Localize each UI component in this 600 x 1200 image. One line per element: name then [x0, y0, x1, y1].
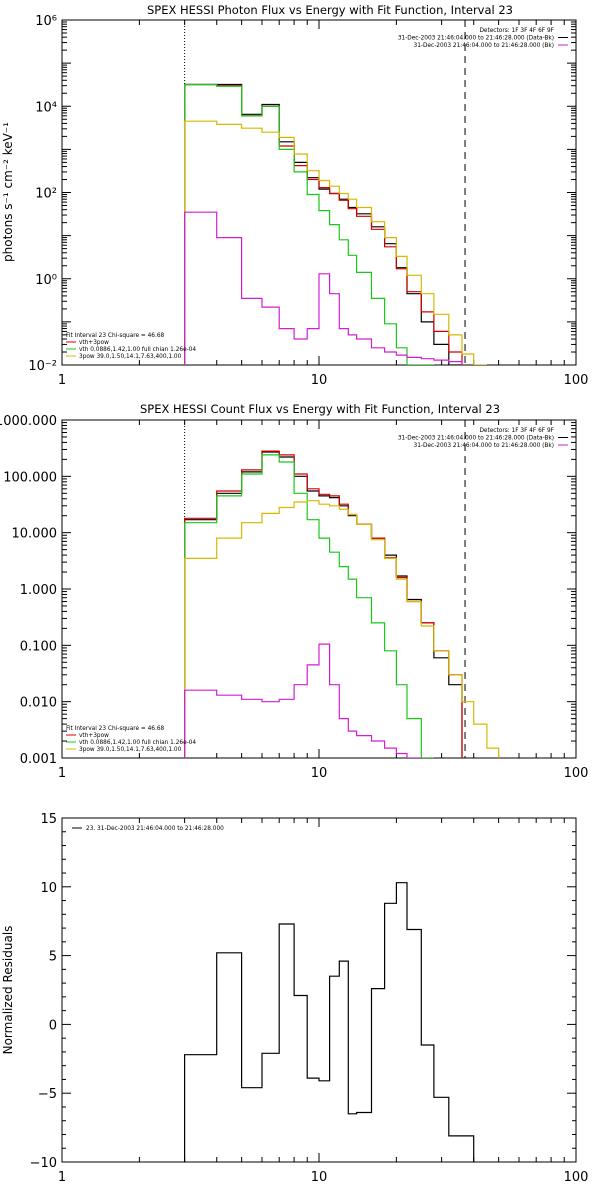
residuals-plot-frame [61, 817, 577, 1163]
panel-count-flux: SPEX HESSI Count Flux vs Energy with Fit… [0, 402, 588, 781]
photon-flux-series-2 [184, 83, 434, 365]
residuals-x-tick-label: 100 [564, 1170, 589, 1185]
count-flux-y-tick-label: 10.000 [12, 527, 58, 542]
count-flux-y-tick-label: 1.000 [20, 583, 57, 598]
residuals-series-0 [184, 882, 475, 1162]
count-flux-plot-frame [61, 419, 577, 759]
count-flux-fit-legend-entry: 3pow 39.0,1.50,14.1,7.63,400,1.00 [79, 747, 182, 753]
photon-flux-x-tick-label: 100 [564, 373, 589, 388]
photon-flux-plot-area: 1 10 100 10⁻² 10⁰ 10² 10⁴ 10⁶ Detectors: 1F 3F 4… [28, 14, 588, 388]
count-flux-series-4 [184, 643, 422, 758]
photon-flux-title: SPEX HESSI Photon Flux vs Energy with Fi… [147, 3, 513, 17]
count-flux-x-tick-label: 1 [58, 766, 66, 781]
count-flux-legend-entry: Detectors: 1F 3F 4F 6F 9F [479, 428, 554, 434]
photon-flux-legend-entry: 31-Dec-2003 21:46:04.000 to 21:46:28.000… [414, 43, 554, 49]
photon-flux-y-tick-label: 10⁴ [35, 100, 57, 115]
photon-flux-x-tick-label: 10 [311, 373, 328, 388]
residuals-y-tick-label: 0 [49, 1018, 57, 1033]
photon-flux-y-tick-label: 10⁶ [35, 14, 57, 29]
residuals-y-tick-label: 15 [40, 812, 57, 827]
residuals-x-tick-label: 10 [311, 1170, 328, 1185]
count-flux-y-tick-label: 0.010 [20, 696, 57, 711]
residuals-legend-entry: 23. 31-Dec-2003 21:46:04.000 to 21:46:28… [86, 826, 224, 832]
residuals-y-tick-label: 5 [49, 950, 57, 965]
photon-flux-series-3 [184, 120, 487, 365]
residuals-y-tick-label: −5 [38, 1087, 57, 1102]
residuals-x-tick-label: 1 [58, 1170, 66, 1185]
panel-photon-flux: SPEX HESSI Photon Flux vs Energy with Fi… [1, 3, 588, 388]
count-flux-fit-legend-entry: vth 0.0886,1.42,1.00 full chian 1.26e-04 [79, 740, 196, 746]
count-flux-y-tick-label: 1000.000 [0, 414, 57, 429]
panel-residuals: Normalized Residuals 1 10 100 −10 −5 0 5 10 15 23… [1, 812, 588, 1185]
residuals-y-axis-label: Normalized Residuals [1, 926, 15, 1055]
photon-flux-fit-legend-entry: vth 0.0886,1.42,1.00 full chian 1.26e-04 [79, 347, 196, 353]
count-flux-legend-entry: 31-Dec-2003 21:46:04.000 to 21:46:28.000… [414, 443, 554, 449]
photon-flux-series-0 [184, 83, 462, 365]
residuals-plot-area: 1 10 100 −10 −5 0 5 10 15 23. 31-Dec-2003 21:46:0… [30, 812, 589, 1185]
photon-flux-y-tick-label: 10⁰ [35, 273, 57, 288]
count-flux-y-tick-label: 0.100 [20, 639, 57, 654]
photon-flux-fit-legend-entry: vth+3pow [79, 340, 109, 346]
count-flux-x-tick-label: 100 [564, 766, 589, 781]
photon-flux-fit-legend-entry: 3pow 39.0,1.50,14.1,7.63,400,1.00 [79, 354, 182, 360]
count-flux-title: SPEX HESSI Count Flux vs Energy with Fit… [140, 402, 500, 416]
count-flux-series-3 [184, 500, 500, 758]
count-flux-plot-area: 1 10 100 0.001 0.010 0.100 1.000 10.000 100.000 1… [0, 414, 588, 781]
count-flux-y-tick-label: 100.000 [3, 470, 57, 485]
photon-flux-x-tick-label: 1 [58, 373, 66, 388]
residuals-y-tick-label: 10 [40, 881, 57, 896]
count-flux-series-0 [184, 451, 463, 758]
photon-flux-series-4 [184, 211, 463, 365]
count-flux-fit-legend-entry: vth+3pow [79, 733, 109, 739]
count-flux-series-2 [184, 454, 434, 758]
count-flux-fit-legend-entry: Fit Interval 23 Chi-square = 46.68 [66, 726, 165, 732]
count-flux-x-tick-label: 10 [311, 766, 328, 781]
count-flux-legend-entry: 31-Dec-2003 21:46:04.000 to 21:46:28.000… [398, 436, 554, 442]
photon-flux-y-tick-label: 10² [35, 187, 57, 202]
photon-flux-legend-entry: 31-Dec-2003 21:46:04.000 to 21:46:28.000… [398, 36, 554, 42]
photon-flux-y-tick-label: 10⁻² [28, 359, 57, 374]
count-flux-y-tick-label: 0.001 [20, 752, 57, 767]
count-flux-series-1 [184, 450, 463, 758]
photon-flux-legend-entry: Detectors: 1F 3F 4F 6F 9F [479, 28, 554, 34]
photon-flux-y-axis-label: photons s⁻¹ cm⁻² keV⁻¹ [1, 122, 15, 262]
residuals-y-tick-label: −10 [30, 1156, 57, 1171]
photon-flux-series-1 [184, 83, 463, 365]
photon-flux-fit-legend-entry: Fit Interval 23 Chi-square = 46.68 [66, 333, 165, 339]
